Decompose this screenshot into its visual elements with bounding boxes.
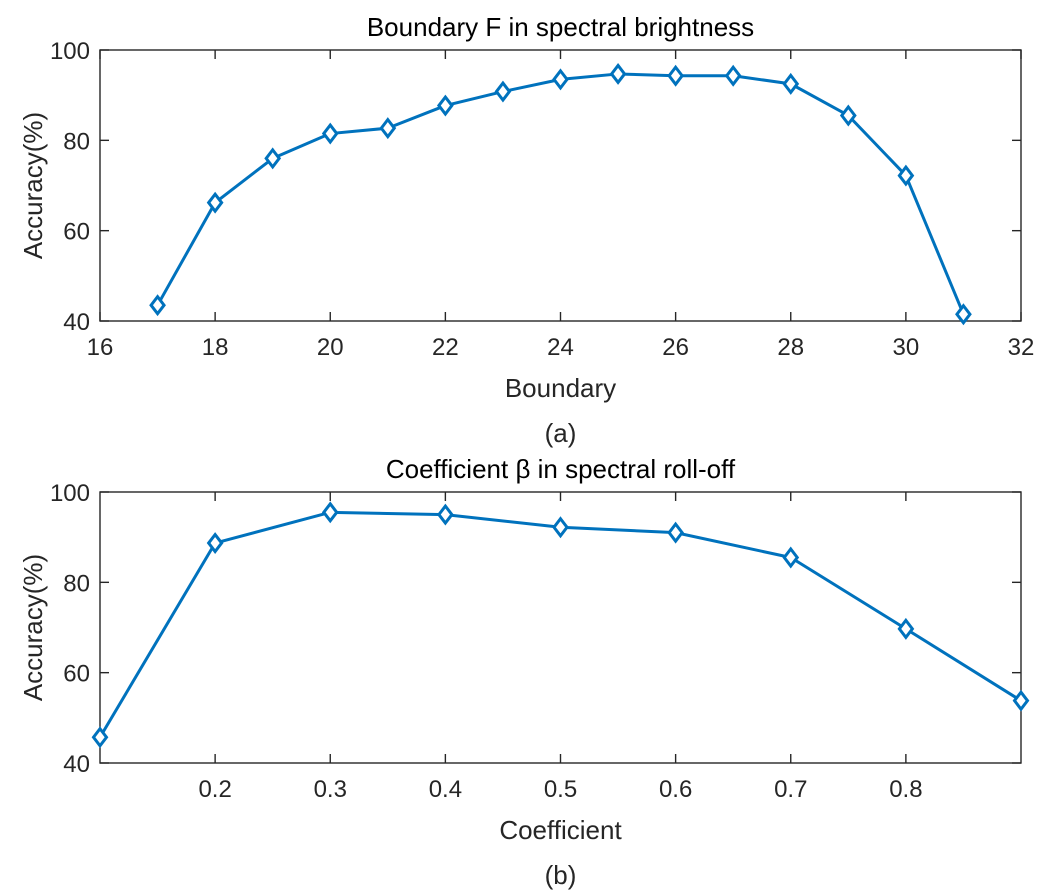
y-tick-label-a-3: 100 <box>50 38 90 65</box>
y-tick-label-b-2: 80 <box>63 570 90 597</box>
data-point-a-13 <box>897 164 915 187</box>
y-axis-label-b: Accuracy(%) <box>18 554 48 701</box>
x-tick-label-a-1: 18 <box>202 334 229 361</box>
x-tick-label-a-5: 26 <box>662 334 689 361</box>
data-point-a-3 <box>321 122 339 145</box>
x-axis-label-a: Boundary <box>505 373 616 403</box>
x-tick-label-b-3: 0.5 <box>544 776 577 803</box>
data-point-b-5 <box>667 521 685 544</box>
y-tick-label-b-1: 60 <box>63 661 90 688</box>
data-point-a-4 <box>379 117 397 140</box>
x-tick-label-a-8: 32 <box>1008 334 1035 361</box>
x-tick-label-a-2: 20 <box>317 334 344 361</box>
data-point-b-1 <box>206 532 224 555</box>
x-tick-label-a-6: 28 <box>777 334 804 361</box>
x-tick-label-b-1: 0.3 <box>314 776 347 803</box>
data-point-a-7 <box>552 68 569 91</box>
x-tick-label-a-0: 16 <box>87 334 114 361</box>
data-point-a-10 <box>724 64 742 87</box>
x-tick-label-a-7: 30 <box>893 334 920 361</box>
x-tick-label-b-6: 0.8 <box>889 776 922 803</box>
y-tick-label-a-2: 80 <box>63 128 90 155</box>
caption-b: (b) <box>545 860 577 890</box>
data-point-a-2 <box>264 147 282 170</box>
chart-title-a: Boundary F in spectral brightness <box>367 12 754 42</box>
chart-b: Coefficient β in spectral roll-off 0.2 0.3… <box>18 454 1030 890</box>
data-point-a-5 <box>436 94 454 117</box>
data-point-a-0 <box>149 294 166 317</box>
x-tick-label-b-4: 0.6 <box>659 776 692 803</box>
data-point-b-2 <box>321 501 339 524</box>
x-tick-label-b-0: 0.2 <box>198 776 231 803</box>
y-tick-label-b-0: 40 <box>63 751 90 778</box>
data-point-a-14 <box>955 303 972 326</box>
data-point-b-4 <box>552 516 569 539</box>
data-point-a-12 <box>839 104 857 127</box>
x-tick-label-b-5: 0.7 <box>774 776 807 803</box>
chart-title-b: Coefficient β in spectral roll-off <box>386 454 736 484</box>
data-point-b-0 <box>91 726 109 749</box>
caption-a: (a) <box>545 418 577 448</box>
data-point-a-6 <box>494 80 512 103</box>
data-point-a-1 <box>206 191 224 214</box>
data-point-a-11 <box>782 72 800 95</box>
y-axis-label-a: Accuracy(%) <box>18 112 48 259</box>
y-tick-label-a-0: 40 <box>63 309 90 336</box>
plot-area-a <box>99 49 1022 322</box>
data-point-a-8 <box>609 62 627 85</box>
y-tick-label-b-3: 100 <box>50 480 90 507</box>
x-tick-label-b-2: 0.4 <box>429 776 462 803</box>
chart-a: Boundary F in spectral brightness 16 18 20 2… <box>18 12 1034 448</box>
data-point-a-9 <box>667 64 685 87</box>
y-tick-label-a-1: 60 <box>63 219 90 246</box>
x-tick-label-a-4: 24 <box>547 334 574 361</box>
data-point-b-3 <box>436 503 454 526</box>
data-point-b-7 <box>897 617 915 640</box>
x-tick-label-a-3: 22 <box>432 334 459 361</box>
data-point-b-8 <box>1012 689 1030 712</box>
data-point-b-6 <box>782 546 800 569</box>
x-axis-label-b: Coefficient <box>499 815 622 845</box>
